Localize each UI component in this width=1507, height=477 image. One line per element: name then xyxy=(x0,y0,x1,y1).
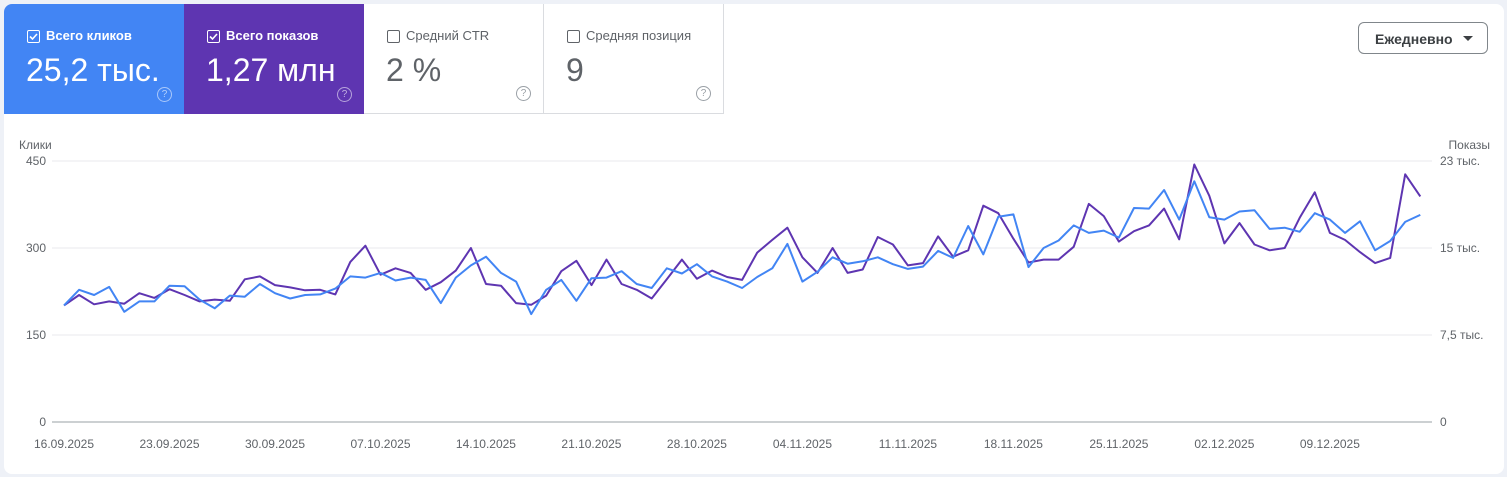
x-tick-label: 09.12.2025 xyxy=(1300,437,1360,451)
metric-value: 1,27 млн xyxy=(206,52,336,88)
metric-card-clicks[interactable]: Всего кликов 25,2 тыс. ? xyxy=(4,4,184,114)
y-right-tick-label: 15 тыс. xyxy=(1440,241,1480,255)
caret-down-icon xyxy=(1463,36,1473,41)
x-tick-label: 23.09.2025 xyxy=(139,437,199,451)
x-tick-label: 11.11.2025 xyxy=(879,437,938,451)
x-tick-label: 02.12.2025 xyxy=(1194,437,1254,451)
metric-value: 9 xyxy=(566,52,584,88)
metric-card-position[interactable]: Средняя позиция 9 ? xyxy=(544,4,724,114)
metric-label: Всего кликов xyxy=(46,28,132,43)
period-dropdown-value: Ежедневно xyxy=(1375,31,1453,47)
x-tick-label: 18.11.2025 xyxy=(984,437,1043,451)
y-right-tick-label: 7,5 тыс. xyxy=(1440,328,1483,342)
performance-panel: Всего кликов 25,2 тыс. ? Всего показов 1… xyxy=(4,4,1504,474)
x-tick-label: 21.10.2025 xyxy=(561,437,621,451)
metric-label: Всего показов xyxy=(226,28,319,43)
metric-label: Средняя позиция xyxy=(586,28,692,43)
metric-card-ctr[interactable]: Средний CTR 2 % ? xyxy=(364,4,544,114)
y-left-axis-title: Клики xyxy=(19,138,52,152)
series-line-impressions xyxy=(63,163,1422,307)
y-left-tick-label: 300 xyxy=(26,241,46,255)
x-tick-label: 16.09.2025 xyxy=(34,437,94,451)
checkbox-unchecked-icon[interactable] xyxy=(387,30,400,43)
y-right-axis-title: Показы xyxy=(1449,138,1490,152)
x-tick-label: 30.09.2025 xyxy=(245,437,305,451)
x-tick-label: 04.11.2025 xyxy=(773,437,832,451)
x-tick-label: 28.10.2025 xyxy=(667,437,727,451)
y-left-tick-label: 450 xyxy=(26,154,46,168)
checkbox-checked-icon[interactable] xyxy=(27,30,40,43)
question-circle-icon[interactable]: ? xyxy=(696,86,711,101)
checkbox-unchecked-icon[interactable] xyxy=(567,30,580,43)
y-left-tick-label: 0 xyxy=(39,415,46,429)
metric-label: Средний CTR xyxy=(406,28,490,43)
y-left-tick-label: 150 xyxy=(26,328,46,342)
y-right-tick-label: 23 тыс. xyxy=(1440,154,1480,168)
checkbox-checked-icon[interactable] xyxy=(207,30,220,43)
x-tick-label: 25.11.2025 xyxy=(1089,437,1148,451)
question-circle-icon[interactable]: ? xyxy=(337,87,352,102)
series-line-clicks xyxy=(63,180,1421,316)
question-circle-icon[interactable]: ? xyxy=(157,87,172,102)
x-tick-label: 07.10.2025 xyxy=(350,437,410,451)
period-dropdown[interactable]: Ежедневно xyxy=(1358,22,1488,54)
metric-card-impressions[interactable]: Всего показов 1,27 млн ? xyxy=(184,4,364,114)
metric-value: 25,2 тыс. xyxy=(26,52,160,88)
x-tick-label: 14.10.2025 xyxy=(456,437,516,451)
y-right-tick-label: 0 xyxy=(1440,415,1447,429)
metric-value: 2 % xyxy=(386,52,442,88)
question-circle-icon[interactable]: ? xyxy=(516,86,531,101)
